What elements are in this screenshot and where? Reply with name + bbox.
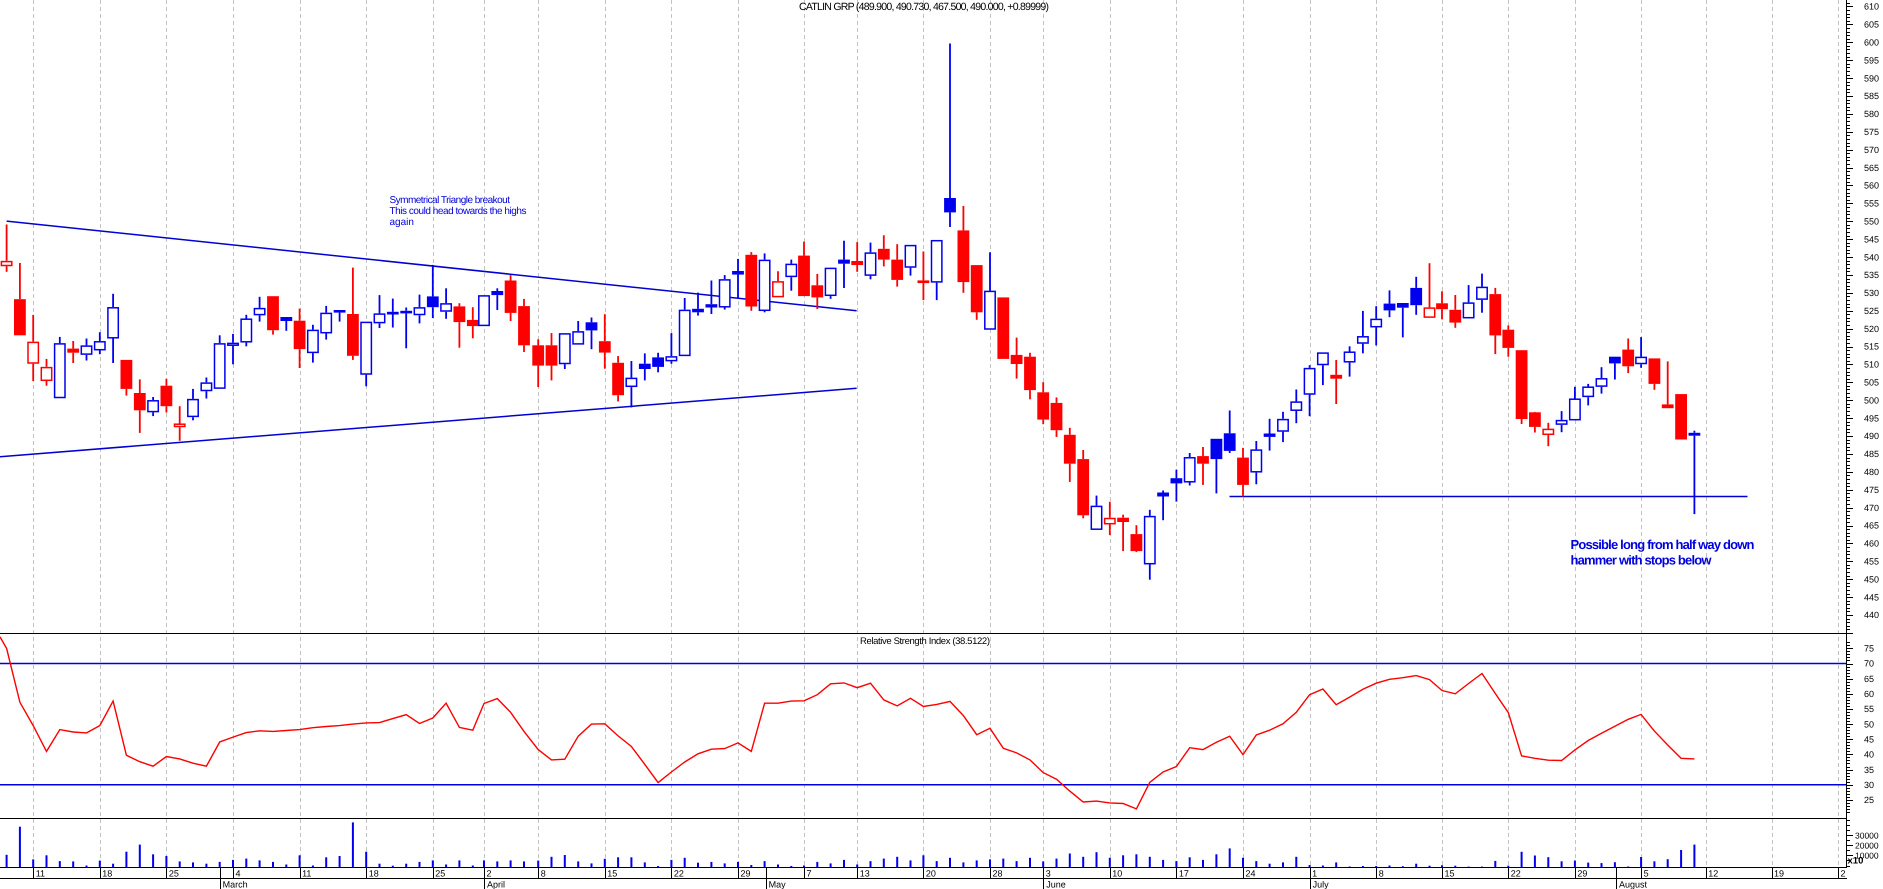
svg-text:70: 70 — [1864, 659, 1874, 669]
svg-text:18: 18 — [369, 869, 379, 879]
svg-text:60: 60 — [1864, 689, 1874, 699]
svg-text:505: 505 — [1864, 378, 1879, 388]
svg-text:510: 510 — [1864, 360, 1879, 370]
svg-text:440: 440 — [1864, 610, 1879, 620]
svg-text:22: 22 — [1511, 869, 1521, 879]
svg-text:520: 520 — [1864, 324, 1879, 334]
svg-text:25: 25 — [435, 869, 445, 879]
svg-text:13: 13 — [860, 869, 870, 879]
svg-text:500: 500 — [1864, 395, 1879, 405]
svg-text:480: 480 — [1864, 467, 1879, 477]
svg-text:25: 25 — [169, 869, 179, 879]
svg-text:475: 475 — [1864, 485, 1879, 495]
svg-text:15: 15 — [1445, 869, 1455, 879]
svg-text:460: 460 — [1864, 539, 1879, 549]
svg-text:540: 540 — [1864, 252, 1879, 262]
svg-text:29: 29 — [1577, 869, 1587, 879]
svg-text:CATLIN GRP (489.900, 490.730,: CATLIN GRP (489.900, 490.730, 467.500, 4… — [799, 1, 1049, 13]
svg-text:11: 11 — [36, 869, 45, 879]
svg-text:Symmetrical Triangle breakout: Symmetrical Triangle breakout — [390, 195, 511, 206]
svg-text:50: 50 — [1864, 719, 1874, 729]
svg-text:610: 610 — [1864, 2, 1879, 12]
svg-text:April: April — [487, 880, 505, 889]
svg-text:40: 40 — [1864, 750, 1874, 760]
svg-text:Possible long from half way do: Possible long from half way down — [1571, 537, 1755, 552]
svg-text:565: 565 — [1864, 163, 1879, 173]
svg-text:11: 11 — [302, 869, 311, 879]
svg-text:1: 1 — [1312, 869, 1317, 879]
svg-text:600: 600 — [1864, 38, 1879, 48]
svg-text:550: 550 — [1864, 217, 1879, 227]
svg-text:2: 2 — [1841, 869, 1846, 879]
svg-text:25: 25 — [1864, 795, 1874, 805]
svg-text:445: 445 — [1864, 592, 1879, 602]
svg-text:470: 470 — [1864, 503, 1879, 513]
svg-text:Relative Strength Index (38.51: Relative Strength Index (38.5122) — [860, 636, 990, 647]
svg-text:July: July — [1313, 880, 1330, 889]
svg-text:65: 65 — [1864, 674, 1874, 684]
svg-text:490: 490 — [1864, 431, 1879, 441]
svg-text:hammer with stops below: hammer with stops below — [1571, 553, 1713, 568]
svg-text:March: March — [223, 880, 248, 889]
svg-text:455: 455 — [1864, 557, 1879, 567]
svg-text:515: 515 — [1864, 342, 1879, 352]
svg-text:530: 530 — [1864, 288, 1879, 298]
svg-text:again: again — [390, 217, 414, 228]
svg-text:525: 525 — [1864, 306, 1879, 316]
svg-text:17: 17 — [1179, 869, 1189, 879]
svg-text:55: 55 — [1864, 704, 1874, 714]
svg-text:20000: 20000 — [1855, 840, 1879, 850]
svg-text:595: 595 — [1864, 55, 1879, 65]
svg-text:465: 465 — [1864, 521, 1879, 531]
svg-text:x10: x10 — [1848, 856, 1864, 867]
svg-text:15: 15 — [607, 869, 617, 879]
svg-text:22: 22 — [674, 869, 684, 879]
svg-text:19: 19 — [1774, 869, 1784, 879]
svg-text:535: 535 — [1864, 270, 1879, 280]
svg-text:8: 8 — [541, 869, 546, 879]
svg-text:580: 580 — [1864, 109, 1879, 119]
svg-text:18: 18 — [102, 869, 112, 879]
svg-text:450: 450 — [1864, 574, 1879, 584]
svg-text:May: May — [769, 880, 787, 889]
svg-text:8: 8 — [1379, 869, 1384, 879]
svg-text:20: 20 — [926, 869, 936, 879]
svg-text:4: 4 — [236, 869, 241, 879]
svg-text:545: 545 — [1864, 234, 1879, 244]
svg-text:5: 5 — [1644, 869, 1649, 879]
svg-text:2: 2 — [487, 869, 492, 879]
svg-text:495: 495 — [1864, 413, 1879, 423]
svg-text:30000: 30000 — [1855, 830, 1879, 840]
svg-text:575: 575 — [1864, 127, 1879, 137]
svg-text:585: 585 — [1864, 91, 1879, 101]
svg-text:570: 570 — [1864, 145, 1879, 155]
svg-text:7: 7 — [807, 869, 812, 879]
svg-text:August: August — [1619, 880, 1648, 889]
svg-text:12: 12 — [1708, 869, 1718, 879]
svg-text:590: 590 — [1864, 73, 1879, 83]
svg-text:75: 75 — [1864, 644, 1874, 654]
svg-text:28: 28 — [993, 869, 1003, 879]
svg-text:485: 485 — [1864, 449, 1879, 459]
svg-text:June: June — [1046, 880, 1066, 889]
svg-text:605: 605 — [1864, 20, 1879, 30]
svg-text:555: 555 — [1864, 199, 1879, 209]
svg-text:3: 3 — [1046, 869, 1051, 879]
svg-text:29: 29 — [741, 869, 751, 879]
svg-text:30: 30 — [1864, 780, 1874, 790]
svg-text:10000: 10000 — [1855, 851, 1879, 861]
svg-text:45: 45 — [1864, 735, 1874, 745]
svg-text:This could head towards the hi: This could head towards the highs — [390, 206, 527, 217]
svg-text:10: 10 — [1112, 869, 1122, 879]
svg-text:560: 560 — [1864, 181, 1879, 191]
svg-text:35: 35 — [1864, 765, 1874, 775]
svg-text:24: 24 — [1246, 869, 1256, 879]
